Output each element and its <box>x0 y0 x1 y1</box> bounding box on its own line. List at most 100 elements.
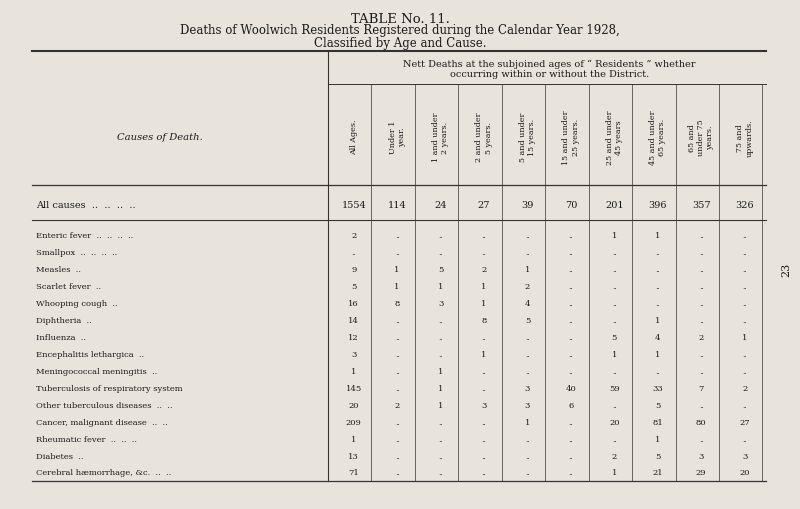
Text: 1: 1 <box>655 317 661 324</box>
Text: 8: 8 <box>394 300 400 307</box>
Text: ..: .. <box>394 317 399 324</box>
Text: 2: 2 <box>394 401 400 409</box>
Text: Causes of Death.: Causes of Death. <box>117 133 203 142</box>
Text: ..: .. <box>482 232 486 240</box>
Text: 1: 1 <box>612 350 617 358</box>
Text: 27: 27 <box>739 418 750 426</box>
Text: ..: .. <box>482 469 486 476</box>
Text: 3: 3 <box>698 451 704 460</box>
Text: 5: 5 <box>655 401 661 409</box>
Text: ..: .. <box>569 367 574 375</box>
Text: 1: 1 <box>482 282 486 291</box>
Text: 16: 16 <box>349 300 359 307</box>
Text: 20: 20 <box>349 401 359 409</box>
Text: 71: 71 <box>348 469 359 476</box>
Text: 1: 1 <box>438 367 443 375</box>
Text: ..: .. <box>612 367 617 375</box>
Text: ..: .. <box>438 451 443 460</box>
Text: ..: .. <box>612 401 617 409</box>
Text: 2: 2 <box>525 282 530 291</box>
Text: 2: 2 <box>612 451 617 460</box>
Text: 27: 27 <box>478 200 490 209</box>
Text: ..: .. <box>699 367 704 375</box>
Text: 6: 6 <box>568 401 574 409</box>
Text: ..: .. <box>699 317 704 324</box>
Text: 3: 3 <box>351 350 357 358</box>
Text: ..: .. <box>612 435 617 443</box>
Text: ..: .. <box>482 384 486 392</box>
Text: ..: .. <box>742 435 747 443</box>
Text: ..: .. <box>482 435 486 443</box>
Text: ..: .. <box>612 266 617 274</box>
Text: 1: 1 <box>438 384 443 392</box>
Text: 1: 1 <box>482 300 486 307</box>
Text: 357: 357 <box>692 200 710 209</box>
Text: ..: .. <box>612 282 617 291</box>
Text: ..: .. <box>655 367 660 375</box>
Text: 13: 13 <box>348 451 359 460</box>
Text: Meningococcal meningitis  ..: Meningococcal meningitis .. <box>36 367 158 375</box>
Text: ..: .. <box>699 300 704 307</box>
Text: 39: 39 <box>522 200 534 209</box>
Text: Tuberculosis of respiratory system: Tuberculosis of respiratory system <box>36 384 182 392</box>
Text: ..: .. <box>742 300 747 307</box>
Text: 5: 5 <box>351 282 357 291</box>
Text: ..: .. <box>438 317 443 324</box>
Text: ..: .. <box>655 300 660 307</box>
Text: All Ages.: All Ages. <box>350 120 358 155</box>
Text: 209: 209 <box>346 418 362 426</box>
Text: Rheumatic fever  ..  ..  ..: Rheumatic fever .. .. .. <box>36 435 137 443</box>
Text: ..: .. <box>569 300 574 307</box>
Text: 9: 9 <box>351 266 357 274</box>
Text: 1: 1 <box>612 232 617 240</box>
Text: ..: .. <box>699 249 704 257</box>
Text: ..: .. <box>742 249 747 257</box>
Text: 7: 7 <box>698 384 704 392</box>
Text: ..: .. <box>699 401 704 409</box>
Text: Diabetes  ..: Diabetes .. <box>36 451 83 460</box>
Text: ..: .. <box>742 317 747 324</box>
Text: 326: 326 <box>735 200 754 209</box>
Text: 14: 14 <box>348 317 359 324</box>
Text: ..: .. <box>569 350 574 358</box>
Text: ..: .. <box>482 333 486 342</box>
Text: Deaths of Woolwich Residents Registered during the Calendar Year 1928,: Deaths of Woolwich Residents Registered … <box>180 24 620 37</box>
Text: 145: 145 <box>346 384 362 392</box>
Text: 65 and
under 75
years.: 65 and under 75 years. <box>688 119 714 156</box>
Text: Enteric fever  ..  ..  ..  ..: Enteric fever .. .. .. .. <box>36 232 134 240</box>
Text: 1: 1 <box>525 418 530 426</box>
Text: Cancer, malignant disease  ..  ..: Cancer, malignant disease .. .. <box>36 418 168 426</box>
Text: ..: .. <box>438 333 443 342</box>
Text: Nett Deaths at the subjoined ages of “ Residents ” whether
occurring within or w: Nett Deaths at the subjoined ages of “ R… <box>403 60 695 79</box>
Text: ..: .. <box>525 249 530 257</box>
Text: Whooping cough  ..: Whooping cough .. <box>36 300 118 307</box>
Text: 81: 81 <box>653 418 663 426</box>
Text: 2 and under
5 years.: 2 and under 5 years. <box>475 112 493 162</box>
Text: 1: 1 <box>655 435 661 443</box>
Text: 1: 1 <box>351 367 357 375</box>
Text: Cerebral hæmorrhage, &c.  ..  ..: Cerebral hæmorrhage, &c. .. .. <box>36 469 171 476</box>
Text: All causes  ..  ..  ..  ..: All causes .. .. .. .. <box>36 200 136 209</box>
Text: 4: 4 <box>655 333 661 342</box>
Text: ..: .. <box>742 266 747 274</box>
Text: 59: 59 <box>609 384 620 392</box>
Text: ..: .. <box>394 451 399 460</box>
Text: 12: 12 <box>349 333 359 342</box>
Text: ..: .. <box>438 232 443 240</box>
Text: ..: .. <box>351 249 356 257</box>
Text: ..: .. <box>655 282 660 291</box>
Text: 3: 3 <box>742 451 747 460</box>
Text: 396: 396 <box>649 200 667 209</box>
Text: Smallpox  ..  ..  ..  ..: Smallpox .. .. .. .. <box>36 249 118 257</box>
Text: ..: .. <box>612 249 617 257</box>
Text: 201: 201 <box>605 200 624 209</box>
Text: 3: 3 <box>438 300 443 307</box>
Text: 40: 40 <box>566 384 576 392</box>
Text: 3: 3 <box>482 401 486 409</box>
Text: Under 1
year.: Under 1 year. <box>389 121 406 154</box>
Text: 1: 1 <box>438 282 443 291</box>
Text: 15 and under
25 years.: 15 and under 25 years. <box>562 110 579 164</box>
Text: ..: .. <box>394 418 399 426</box>
Text: 1: 1 <box>351 435 357 443</box>
Text: 3: 3 <box>525 384 530 392</box>
